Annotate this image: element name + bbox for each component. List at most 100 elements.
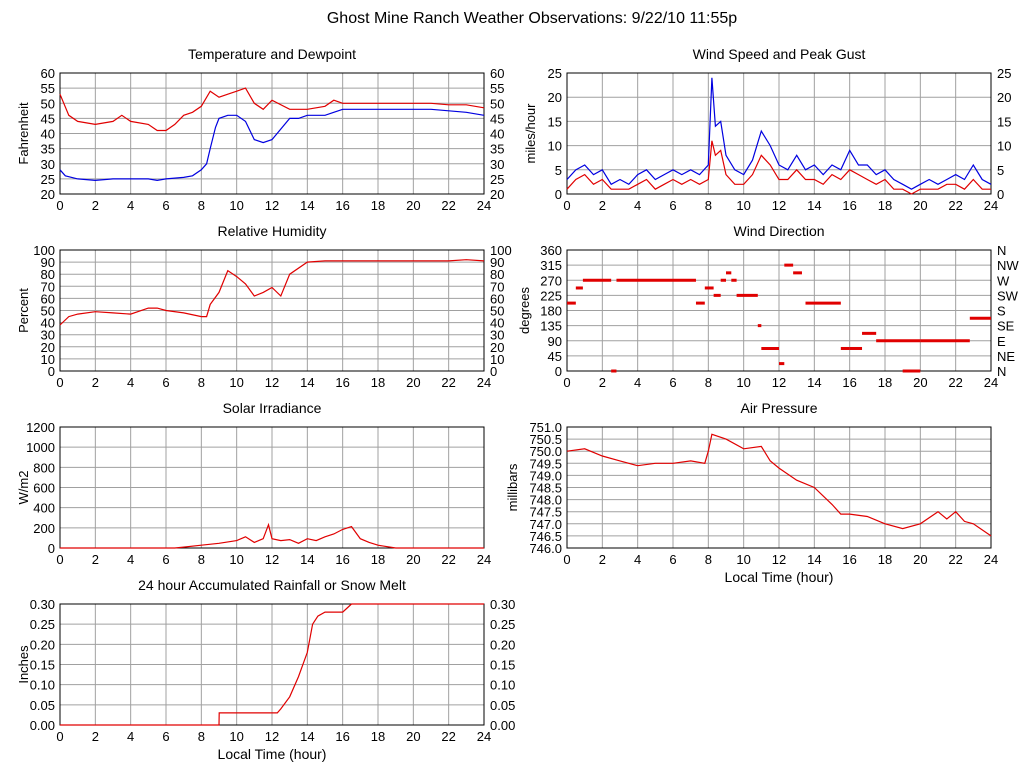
y-tick-label: 0 <box>48 364 55 379</box>
y-tick-label: 60 <box>41 291 55 306</box>
x-tick-label: 0 <box>563 198 570 213</box>
y-tick-label: 0.05 <box>30 698 55 713</box>
x-tick-label: 18 <box>878 552 892 567</box>
x-tick-label: 6 <box>669 198 676 213</box>
series-line-relative-humidity <box>59 259 485 326</box>
y-tick-label-right: 20 <box>997 90 1011 105</box>
y-tick-label-right: 90 <box>490 255 504 270</box>
x-tick-label: 22 <box>948 198 962 213</box>
y-tick-label: 750.0 <box>529 444 562 459</box>
compass-label: W <box>997 273 1010 288</box>
x-tick-label: 12 <box>772 198 786 213</box>
y-tick-label: 225 <box>540 288 562 303</box>
y-tick-label-right: 50 <box>490 304 504 319</box>
compass-label: NW <box>997 258 1019 273</box>
series-line-air-pressure <box>566 433 992 537</box>
y-tick-label: 400 <box>33 501 55 516</box>
y-tick-label-right: 45 <box>490 111 504 126</box>
y-tick-label-right: 25 <box>997 66 1011 81</box>
x-tick-label: 0 <box>563 375 570 390</box>
x-tick-label: 14 <box>300 375 314 390</box>
y-tick-label: 749.5 <box>529 456 562 471</box>
y-tick-label-right: 0.05 <box>490 698 515 713</box>
y-tick-label: 0.30 <box>30 597 55 612</box>
x-tick-label: 24 <box>477 198 491 213</box>
compass-label: N <box>997 364 1006 379</box>
y-tick-label: 90 <box>41 255 55 270</box>
y-tick-label: 0.25 <box>30 617 55 632</box>
y-axis-label: Fahrenheit <box>16 102 31 165</box>
x-tick-label: 12 <box>772 375 786 390</box>
x-tick-label: 22 <box>441 729 455 744</box>
y-tick-label: 750.5 <box>529 432 562 447</box>
y-axis-label: degrees <box>517 287 532 334</box>
x-tick-label: 20 <box>913 198 927 213</box>
y-tick-label: 30 <box>41 157 55 172</box>
y-tick-label-right: 25 <box>490 172 504 187</box>
x-tick-label: 6 <box>162 729 169 744</box>
series-line-accumulated-rainfall <box>60 603 484 726</box>
y-tick-label: 45 <box>548 349 562 364</box>
y-tick-label-right: 10 <box>997 139 1011 154</box>
x-tick-label: 16 <box>335 729 349 744</box>
x-tick-label: 14 <box>807 552 821 567</box>
x-tick-label: 0 <box>56 729 63 744</box>
plot-frame <box>59 426 485 549</box>
y-tick-label-right: 50 <box>490 96 504 111</box>
x-tick-label: 8 <box>198 198 205 213</box>
plot-frame <box>566 249 992 372</box>
y-tick-label: 20 <box>41 340 55 355</box>
x-tick-label: 24 <box>477 552 491 567</box>
x-tick-label: 14 <box>300 552 314 567</box>
y-tick-label-right: 30 <box>490 157 504 172</box>
x-tick-label: 18 <box>371 552 385 567</box>
x-tick-label: 12 <box>265 729 279 744</box>
y-tick-label: 0.15 <box>30 658 55 673</box>
y-tick-label-right: 20 <box>490 187 504 202</box>
y-tick-label: 90 <box>548 334 562 349</box>
x-tick-label: 4 <box>634 552 641 567</box>
x-tick-label: 18 <box>878 198 892 213</box>
y-tick-label: 45 <box>41 111 55 126</box>
x-axis-label: Local Time (hour) <box>218 746 327 762</box>
x-tick-label: 4 <box>127 198 134 213</box>
y-tick-label: 70 <box>41 279 55 294</box>
x-tick-label: 8 <box>198 729 205 744</box>
x-tick-label: 2 <box>92 729 99 744</box>
x-tick-label: 8 <box>198 375 205 390</box>
y-tick-label: 0 <box>555 187 562 202</box>
x-tick-label: 4 <box>127 552 134 567</box>
x-tick-label: 10 <box>736 375 750 390</box>
x-tick-label: 16 <box>842 375 856 390</box>
x-tick-label: 10 <box>736 198 750 213</box>
y-tick-label-right: 55 <box>490 81 504 96</box>
y-tick-label: 0.00 <box>30 718 55 733</box>
y-tick-label: 10 <box>41 352 55 367</box>
chart-title: Relative Humidity <box>218 223 327 239</box>
x-tick-label: 12 <box>772 552 786 567</box>
chart-title: Wind Direction <box>733 223 824 239</box>
y-tick-label: 360 <box>540 243 562 258</box>
y-tick-label: 5 <box>555 163 562 178</box>
x-tick-label: 2 <box>92 198 99 213</box>
x-tick-label: 18 <box>371 198 385 213</box>
x-tick-label: 6 <box>162 375 169 390</box>
y-tick-label-right: 35 <box>490 142 504 157</box>
y-tick-label: 25 <box>41 172 55 187</box>
y-tick-label: 40 <box>41 316 55 331</box>
x-tick-label: 4 <box>127 375 134 390</box>
plot-frame <box>59 72 485 195</box>
x-tick-label: 18 <box>371 375 385 390</box>
x-tick-label: 12 <box>265 375 279 390</box>
x-tick-label: 14 <box>807 198 821 213</box>
x-tick-label: 14 <box>300 198 314 213</box>
y-tick-label-right: 20 <box>490 340 504 355</box>
y-tick-label-right: 0.15 <box>490 658 515 673</box>
y-axis-label: millibars <box>505 463 520 511</box>
x-tick-label: 0 <box>56 552 63 567</box>
x-tick-label: 2 <box>599 198 606 213</box>
x-tick-label: 4 <box>127 729 134 744</box>
